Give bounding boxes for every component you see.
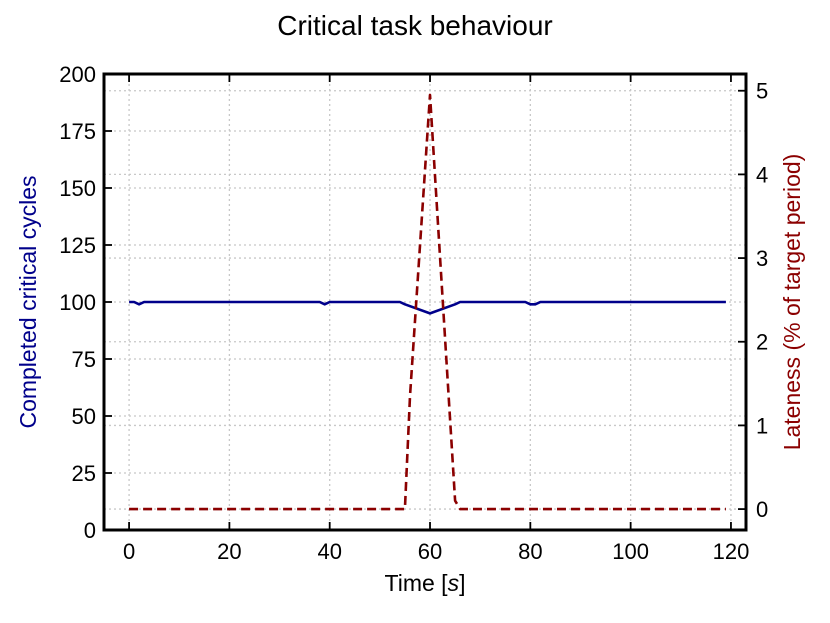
y-left-tick-label: 50 [72,404,96,429]
y-left-tick-label: 25 [72,461,96,486]
ticks: 0 20 40 60 80 100 1200255075100125150175200012… [59,62,768,564]
y-left-tick-label: 125 [59,233,96,258]
x-axis-label-prefix: Time [ [385,570,449,596]
y-left-tick-label: 200 [59,62,96,87]
x-tick-label: 100 [612,539,649,564]
chart-title: Critical task behaviour [277,10,552,41]
y-left-tick-label: 150 [59,176,96,201]
y-left-tick-label: 100 [59,290,96,315]
x-axis-label-suffix: ] [459,570,465,596]
x-tick-label: 40 [317,539,341,564]
x-tick-label: 20 [217,539,241,564]
y-right-tick-label: 2 [756,330,768,355]
y-right-tick-label: 0 [756,497,768,522]
x-tick-label: 60 [418,539,442,564]
x-axis-label: Time [s] [385,570,466,596]
x-tick-label: 80 [518,539,542,564]
x-axis-label-unit: s [448,570,460,596]
y-left-tick-label: 175 [59,119,96,144]
series-layer [129,93,726,511]
y-axis-left-label: Completed critical cycles [15,175,41,428]
y-axis-right-label: Lateness (% of target period) [779,154,805,451]
y-right-tick-label: 5 [756,79,768,104]
x-tick-label: 120 [713,539,750,564]
y-right-tick-label: 1 [756,413,768,438]
y-right-tick-label: 3 [756,246,768,271]
series-line-completed-cycles [129,300,726,315]
series-line-lateness [129,93,726,511]
x-tick-label: 0 [123,539,135,564]
y-left-tick-label: 0 [84,518,96,543]
y-right-tick-label: 4 [756,162,768,187]
y-left-tick-label: 75 [72,347,96,372]
